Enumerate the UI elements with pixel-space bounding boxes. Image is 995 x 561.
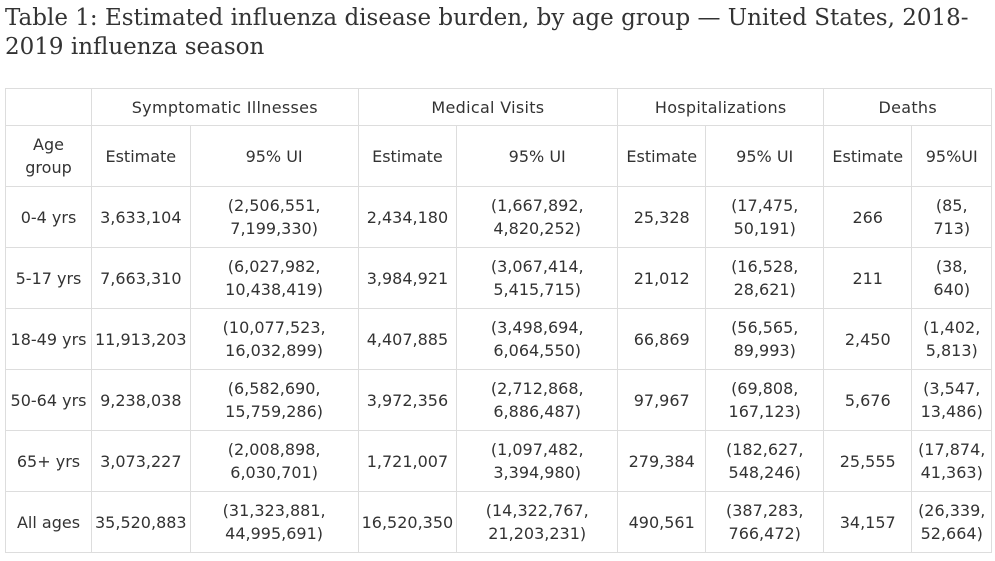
hosp-estimate-cell: 25,328 [617,186,707,248]
visits-estimate-cell: 4,407,885 [357,308,458,370]
deaths-ui-cell: (17,874, 41,363) [911,430,993,492]
illness-ui-cell: (31,323,881, 44,995,691) [189,491,359,553]
illness-estimate-cell: 7,663,310 [91,247,191,309]
group-header-row: Symptomatic Illnesses Medical Visits Hos… [5,88,993,126]
deaths-ui-cell: (26,339, 52,664) [911,491,993,553]
hosp-ui-cell: (182,627, 548,246) [705,430,825,492]
column-header-ui: 95% UI [189,125,359,187]
column-header-ui: 95%UI [911,125,993,187]
column-header-ui: 95% UI [456,125,619,187]
hosp-estimate-cell: 279,384 [617,430,707,492]
column-header-estimate: Estimate [617,125,707,187]
age-group-cell: 0-4 yrs [5,186,92,248]
visits-ui-cell: (3,067,414, 5,415,715) [456,247,619,309]
illness-estimate-cell: 3,633,104 [91,186,191,248]
table-row: 0-4 yrs 3,633,104 (2,506,551, 7,199,330) 2,… [5,186,993,248]
deaths-estimate-cell: 5,676 [823,369,913,431]
column-header-estimate: Estimate [91,125,191,187]
visits-ui-cell: (1,667,892, 4,820,252) [456,186,619,248]
deaths-estimate-cell: 266 [823,186,913,248]
hosp-ui-cell: (69,808, 167,123) [705,369,825,431]
deaths-estimate-cell: 34,157 [823,491,913,553]
visits-estimate-cell: 3,972,356 [357,369,458,431]
illness-ui-cell: (2,506,551, 7,199,330) [189,186,359,248]
hosp-ui-cell: (16,528, 28,621) [705,247,825,309]
illness-estimate-cell: 35,520,883 [91,491,191,553]
table-body: 0-4 yrs 3,633,104 (2,506,551, 7,199,330) 2,… [5,186,993,553]
hosp-estimate-cell: 21,012 [617,247,707,309]
table-row: 65+ yrs 3,073,227 (2,008,898, 6,030,701) 1,… [5,430,993,492]
age-group-cell: All ages [5,491,92,553]
visits-ui-cell: (3,498,694, 6,064,550) [456,308,619,370]
empty-corner-cell [5,88,92,126]
visits-estimate-cell: 16,520,350 [357,491,458,553]
hosp-ui-cell: (387,283, 766,472) [705,491,825,553]
group-header-hospitalizations: Hospitalizations [617,88,825,126]
illness-estimate-cell: 11,913,203 [91,308,191,370]
column-header-estimate: Estimate [823,125,913,187]
illness-ui-cell: (6,027,982, 10,438,419) [189,247,359,309]
deaths-estimate-cell: 25,555 [823,430,913,492]
deaths-estimate-cell: 211 [823,247,913,309]
table-row: All ages 35,520,883 (31,323,881, 44,995,69… [5,491,993,553]
hosp-estimate-cell: 66,869 [617,308,707,370]
age-group-cell: 5-17 yrs [5,247,92,309]
deaths-ui-cell: (1,402, 5,813) [911,308,993,370]
influenza-burden-table: Symptomatic Illnesses Medical Visits Hos… [5,88,993,553]
age-group-cell: 18-49 yrs [5,308,92,370]
deaths-ui-cell: (38, 640) [911,247,993,309]
group-header-symptomatic-illnesses: Symptomatic Illnesses [91,88,359,126]
table-title: Table 1: Estimated influenza disease bur… [5,5,969,60]
table-row: 50-64 yrs 9,238,038 (6,582,690, 15,759,286… [5,369,993,431]
group-header-medical-visits: Medical Visits [357,88,619,126]
visits-ui-cell: (2,712,868, 6,886,487) [456,369,619,431]
deaths-ui-cell: (85, 713) [911,186,993,248]
sub-header-row: Age group Estimate 95% UI Estimate 95% U… [5,125,993,187]
column-header-age-group: Age group [5,125,92,187]
age-group-cell: 50-64 yrs [5,369,92,431]
hosp-ui-cell: (56,565, 89,993) [705,308,825,370]
deaths-ui-cell: (3,547, 13,486) [911,369,993,431]
visits-estimate-cell: 1,721,007 [357,430,458,492]
visits-estimate-cell: 3,984,921 [357,247,458,309]
group-header-deaths: Deaths [823,88,993,126]
hosp-ui-cell: (17,475, 50,191) [705,186,825,248]
visits-ui-cell: (14,322,767, 21,203,231) [456,491,619,553]
visits-ui-cell: (1,097,482, 3,394,980) [456,430,619,492]
column-header-ui: 95% UI [705,125,825,187]
column-header-estimate: Estimate [357,125,458,187]
illness-ui-cell: (6,582,690, 15,759,286) [189,369,359,431]
illness-estimate-cell: 9,238,038 [91,369,191,431]
table-row: 5-17 yrs 7,663,310 (6,027,982, 10,438,419)… [5,247,993,309]
visits-estimate-cell: 2,434,180 [357,186,458,248]
illness-ui-cell: (10,077,523, 16,032,899) [189,308,359,370]
hosp-estimate-cell: 97,967 [617,369,707,431]
illness-estimate-cell: 3,073,227 [91,430,191,492]
table-row: 18-49 yrs 11,913,203 (10,077,523, 16,032,8… [5,308,993,370]
deaths-estimate-cell: 2,450 [823,308,913,370]
illness-ui-cell: (2,008,898, 6,030,701) [189,430,359,492]
hosp-estimate-cell: 490,561 [617,491,707,553]
age-group-cell: 65+ yrs [5,430,92,492]
